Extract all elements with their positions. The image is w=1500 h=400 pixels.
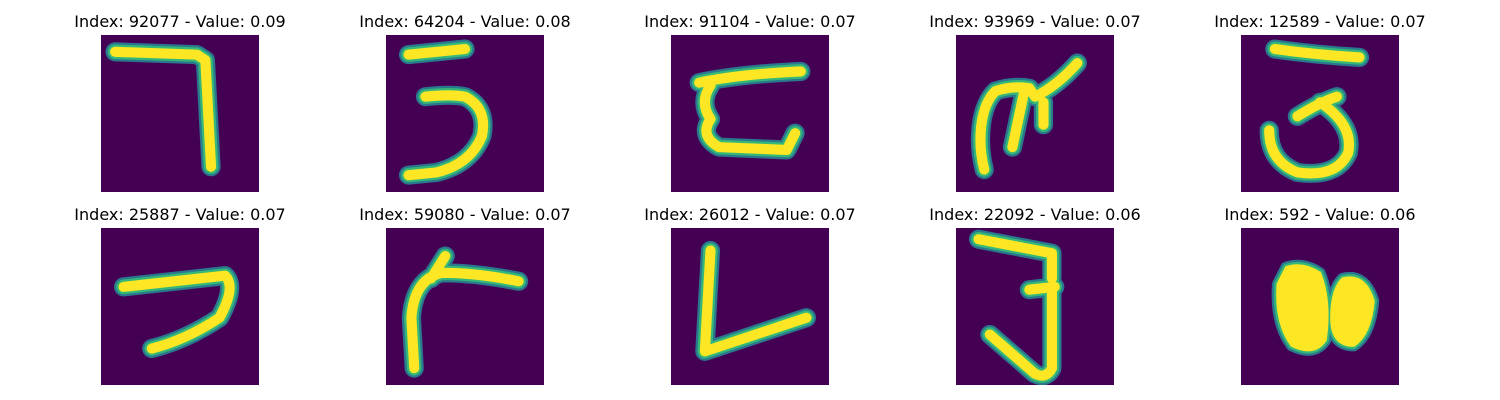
- stroke-core: [699, 245, 812, 357]
- digit-image: [956, 228, 1114, 385]
- panel-title: Index: 26012 - Value: 0.07: [644, 205, 856, 224]
- digit-glyph: [1241, 35, 1399, 192]
- stroke-core: [426, 250, 451, 284]
- panel-8: Index: 26012 - Value: 0.07: [640, 205, 860, 385]
- image-background: [671, 228, 829, 385]
- panel-7: Index: 59080 - Value: 0.07: [355, 205, 575, 385]
- stroke-core: [406, 267, 524, 374]
- panel-5: Index: 12589 - Value: 0.07: [1210, 12, 1430, 192]
- panel-9: Index: 22092 - Value: 0.06: [925, 205, 1145, 385]
- stroke-core: [973, 234, 1058, 284]
- panel-4: Index: 93969 - Value: 0.07: [925, 12, 1145, 192]
- digit-glyph: [671, 228, 829, 385]
- digit-image: [101, 228, 259, 385]
- digit-glyph: [386, 228, 544, 385]
- panel-title: Index: 25887 - Value: 0.07: [74, 205, 286, 224]
- stroke-core: [1024, 281, 1060, 295]
- digit-glyph: [956, 228, 1114, 385]
- panel-title: Index: 12589 - Value: 0.07: [1214, 12, 1426, 31]
- panel-title: Index: 93969 - Value: 0.07: [929, 12, 1141, 31]
- panel-6: Index: 25887 - Value: 0.07: [70, 205, 290, 385]
- stroke-core: [694, 66, 806, 88]
- stroke-core: [699, 80, 801, 155]
- digit-image: [386, 228, 544, 385]
- digit-image: [1241, 228, 1399, 385]
- digit-glyph: [386, 35, 544, 192]
- digit-glyph: [956, 35, 1114, 192]
- stroke-core: [403, 43, 471, 60]
- digit-glyph: [101, 35, 259, 192]
- stroke-core: [118, 270, 235, 354]
- panel-2: Index: 64204 - Value: 0.08: [355, 12, 575, 192]
- image-background: [671, 35, 829, 192]
- digit-image: [386, 35, 544, 192]
- image-background: [101, 228, 259, 385]
- digit-image: [1241, 35, 1399, 192]
- panel-title: Index: 91104 - Value: 0.07: [644, 12, 856, 31]
- digit-image: [671, 228, 829, 385]
- stroke-core: [1276, 264, 1329, 352]
- digit-image: [671, 35, 829, 192]
- stroke-core: [403, 90, 489, 181]
- panel-title: Index: 22092 - Value: 0.06: [929, 205, 1141, 224]
- stroke-core: [1330, 276, 1375, 347]
- panel-3: Index: 91104 - Value: 0.07: [640, 12, 860, 192]
- stroke-core: [975, 57, 1083, 175]
- panel-1: Index: 92077 - Value: 0.09: [70, 12, 290, 192]
- stroke-core: [1007, 88, 1029, 153]
- digit-glyph: [671, 35, 829, 192]
- digit-glyph: [101, 228, 259, 385]
- panel-title: Index: 59080 - Value: 0.07: [359, 205, 571, 224]
- stroke-core: [1269, 43, 1365, 63]
- digit-glyph: [1241, 228, 1399, 385]
- panel-10: Index: 592 - Value: 0.06: [1210, 205, 1430, 385]
- panel-title: Index: 64204 - Value: 0.08: [359, 12, 571, 31]
- digit-image: [101, 35, 259, 192]
- digit-image: [956, 35, 1114, 192]
- stroke-core: [984, 287, 1058, 381]
- stroke-core: [110, 46, 217, 172]
- stroke-core: [1264, 97, 1355, 179]
- panel-title: Index: 592 - Value: 0.06: [1224, 205, 1416, 224]
- panel-title: Index: 92077 - Value: 0.09: [74, 12, 286, 31]
